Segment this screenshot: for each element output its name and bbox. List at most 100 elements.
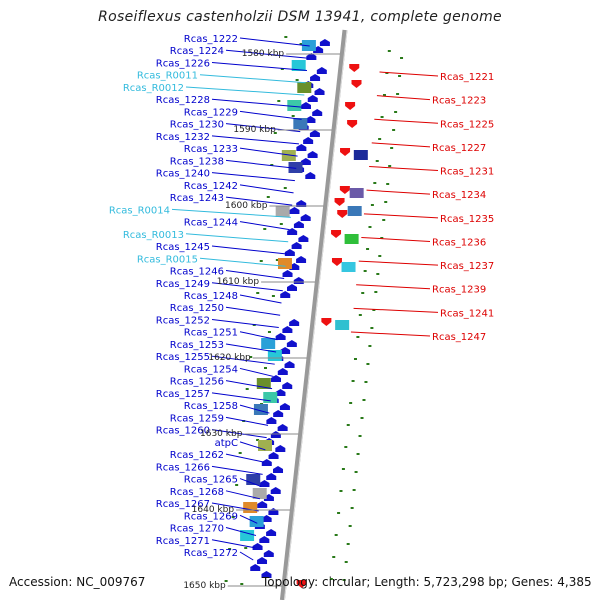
gene-label: Rcas_1254 [184,364,238,375]
forward-gene [266,473,277,480]
forward-gene [266,529,277,536]
label-leader [225,416,269,426]
forward-gene [289,319,300,326]
reverse-gene-box [335,320,350,330]
tick-mark [382,94,386,96]
reverse-gene [340,148,351,156]
tick-mark [370,327,374,329]
forward-gene [279,403,290,410]
forward-gene [268,508,279,515]
tick-mark [277,100,281,102]
label-leader [239,147,298,157]
label-leader [239,294,282,304]
reverse-gene-box [353,150,368,160]
reverse-gene [331,258,342,266]
forward-gene [293,221,304,228]
gene-label: Rcas_1241 [440,308,494,319]
reverse-gene [321,318,332,326]
label-leader [225,196,293,206]
reverse-gene [337,210,348,218]
forward-gene [275,389,286,396]
gene-label: Rcas_1268 [170,487,224,498]
forward-gene [259,536,270,543]
gene-label: Rcas_1253 [170,340,224,351]
label-leader [225,527,257,537]
tick-mark [378,138,382,140]
forward-gene [312,109,323,116]
tick-mark [378,255,382,257]
gene-label: Rcas_1258 [184,401,238,412]
gene-label: Rcas_1232 [156,132,210,143]
forward-gene [266,417,277,424]
label-leader [199,257,286,267]
label-leader [211,282,283,292]
label-leader [363,213,439,219]
label-leader [239,441,266,451]
tick-mark [348,525,352,527]
gene-box [267,350,282,361]
label-leader [366,189,431,195]
forward-gene [275,333,286,340]
gene-label: Rcas_1245 [156,242,210,253]
kbp-label: 1620 kbp [208,353,251,363]
label-leader [239,367,274,377]
label-leader [356,284,431,290]
forward-gene [314,88,325,95]
tick-mark [372,309,376,311]
gene-label: Rcas_1244 [184,218,238,229]
forward-gene [259,480,270,487]
tick-mark [273,132,277,134]
tick-mark [361,292,365,294]
kbp-label: 1640 kbp [192,505,235,515]
label-leader [379,71,439,77]
tick-mark [263,367,267,369]
forward-gene [305,172,316,179]
forward-gene [300,158,311,165]
tick-mark [362,399,366,401]
kbp-label: 1590 kbp [233,125,276,135]
forward-gene [257,501,268,508]
label-leader [239,478,262,488]
kbp-label: 1650 kbp [183,581,226,591]
forward-gene [268,452,279,459]
label-leader [211,429,267,439]
tick-mark [353,358,357,360]
tick-mark [354,471,358,473]
gene-label: Rcas_1255 [156,352,210,363]
tick-mark [358,435,362,437]
gene-label: atpC [215,438,238,449]
forward-gene [252,543,263,550]
gene-label: Rcas_1235 [440,214,494,225]
gene-label: Rcas_R0014 [109,205,170,216]
label-leader [211,392,271,402]
label-leader [239,551,254,561]
gene-box [252,488,267,499]
label-leader [225,453,265,463]
tick-mark [349,402,353,404]
tick-mark [346,424,350,426]
tick-mark [375,160,379,162]
forward-gene [306,53,317,60]
gene-label: Rcas_1233 [184,144,238,155]
forward-gene [300,102,311,109]
gene-label: Rcas_1236 [432,237,486,248]
gene-label: Rcas_1227 [432,143,486,154]
forward-gene [280,347,291,354]
reverse-gene [331,230,342,238]
label-leader [239,37,310,47]
label-leader [211,61,308,71]
gene-label: Rcas_1226 [156,58,210,69]
tick-mark [332,556,336,558]
tick-mark [363,270,367,272]
label-leader-lines [171,37,439,561]
gene-label: Rcas_1229 [184,107,238,118]
forward-gene [305,116,316,123]
tick-mark [398,75,402,77]
gene-label: Rcas_1248 [184,291,238,302]
tick-mark [356,453,360,455]
gene-label: Rcas_1237 [440,261,494,272]
tick-mark [279,223,283,225]
feature-labels: Rcas_1222Rcas_1224Rcas_1226Rcas_R0011Rca… [109,34,494,559]
backbone-highlight [283,29,348,600]
